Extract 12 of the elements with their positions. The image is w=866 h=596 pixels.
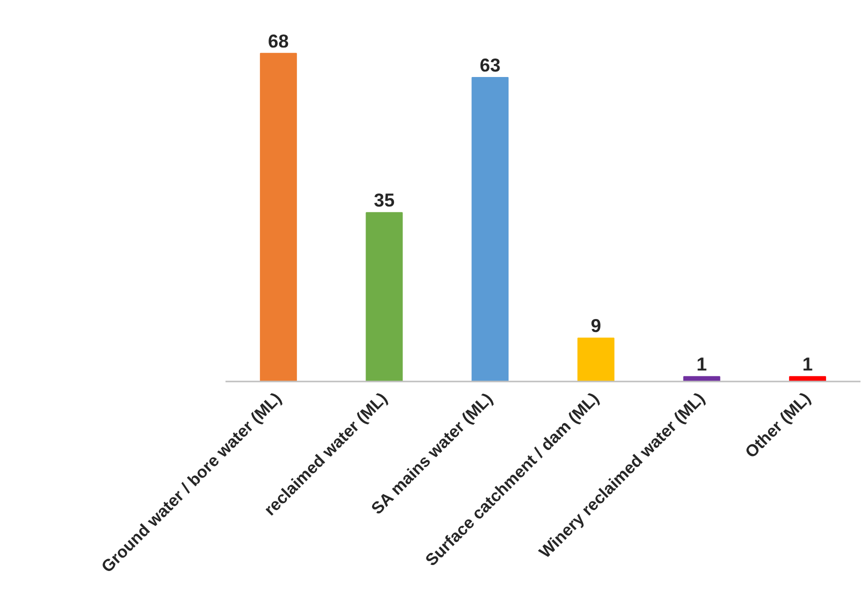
bar — [366, 212, 403, 382]
data-label: 1 — [696, 354, 707, 375]
data-label: 1 — [802, 354, 813, 375]
bar — [260, 52, 297, 382]
data-label: 63 — [480, 54, 500, 76]
bar — [789, 376, 826, 382]
bar — [472, 76, 509, 382]
bar — [683, 376, 720, 382]
data-label: 68 — [268, 30, 289, 52]
data-label: 35 — [374, 190, 395, 211]
data-label: 9 — [590, 315, 602, 336]
bar — [577, 338, 614, 382]
